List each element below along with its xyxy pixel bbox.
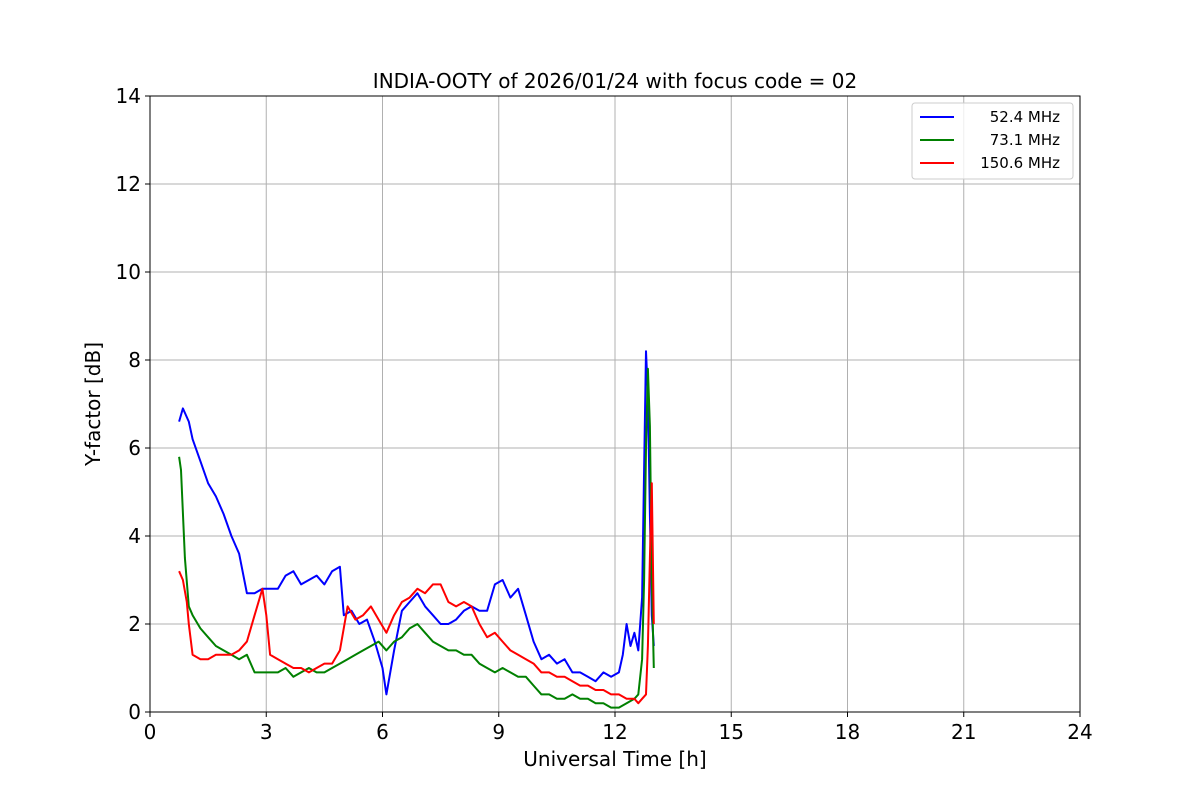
y-tick-label: 4 xyxy=(128,524,141,548)
y-tick-label: 2 xyxy=(128,612,141,636)
legend-box xyxy=(911,102,1074,180)
y-tick-label: 10 xyxy=(116,260,141,284)
y-tick-label: 8 xyxy=(128,348,141,372)
legend-label-73-1-mhz: 73.1 MHz xyxy=(990,131,1060,149)
y-tick-label: 12 xyxy=(116,172,141,196)
legend-label-150-6-mhz: 150.6 MHz xyxy=(980,154,1060,172)
chart-title: INDIA-OOTY of 2026/01/24 with focus code… xyxy=(373,69,857,93)
y-tick-label: 14 xyxy=(116,84,141,108)
series-line-73-1-mhz xyxy=(178,367,655,709)
y-axis-label: Y-factor [dB] xyxy=(81,342,105,467)
y-axis-ticks: 0 2 4 6 8 10 12 14 xyxy=(116,84,150,724)
x-tick-label: 3 xyxy=(260,720,273,744)
series-layer xyxy=(178,350,655,709)
x-tick-label: 9 xyxy=(492,720,505,744)
y-tick-label: 0 xyxy=(128,700,141,724)
x-tick-label: 6 xyxy=(376,720,389,744)
series-line-52-4-mhz xyxy=(178,350,655,696)
x-axis-label: Universal Time [h] xyxy=(523,747,706,771)
legend-label-52-4-mhz: 52.4 MHz xyxy=(990,108,1060,126)
y-tick-label: 6 xyxy=(128,436,141,460)
series-line-150-6-mhz xyxy=(178,482,655,705)
x-tick-label: 21 xyxy=(951,720,976,744)
legend: 52.4 MHz 73.1 MHz 150.6 MHz xyxy=(911,102,1074,180)
x-tick-label: 15 xyxy=(719,720,744,744)
x-axis-ticks: 0 3 6 9 12 15 18 21 24 xyxy=(144,712,1093,744)
x-tick-label: 24 xyxy=(1067,720,1092,744)
x-tick-label: 12 xyxy=(602,720,627,744)
x-tick-label: 0 xyxy=(144,720,157,744)
x-tick-label: 18 xyxy=(835,720,860,744)
